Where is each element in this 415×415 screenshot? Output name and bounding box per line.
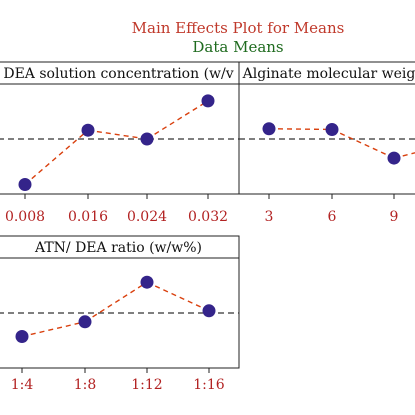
- connector-segment: [87, 129, 148, 140]
- x-tick-label: 0.008: [5, 209, 45, 225]
- panel-title: DEA solution concentration (w/v: [3, 66, 233, 82]
- connector-segment: [21, 321, 86, 338]
- data-point: [202, 304, 216, 318]
- x-tick-label: 0.032: [188, 209, 228, 225]
- data-point: [140, 275, 154, 289]
- x-tick-label: 3: [265, 209, 274, 225]
- data-point: [201, 94, 215, 108]
- x-tick-label: 0.024: [127, 209, 167, 225]
- panel-plot-area: [0, 94, 239, 191]
- data-point: [387, 151, 401, 165]
- connector-segment: [268, 128, 333, 131]
- connector-segment: [393, 152, 415, 159]
- data-point: [262, 122, 276, 136]
- connector-segment: [146, 281, 210, 312]
- data-point: [325, 122, 339, 136]
- panel-plot-area: [239, 122, 415, 165]
- data-point: [78, 315, 92, 329]
- panel-frame: [238, 83, 415, 195]
- x-tick-label: 9: [390, 209, 399, 225]
- data-point: [140, 132, 154, 146]
- panel-3: ATN/ DEA ratio (w/w%) 1:4 1:8 1:12 1:16: [0, 235, 240, 393]
- connector-segment: [146, 100, 209, 140]
- connector-segment: [331, 128, 395, 159]
- data-point: [15, 329, 29, 343]
- x-tick-label: 1:12: [131, 377, 162, 393]
- connector-segment: [84, 281, 148, 323]
- panel-title: ATN/ DEA ratio (w/w%): [34, 240, 202, 256]
- x-tick-label: 6: [328, 209, 337, 225]
- x-tick-label: 1:16: [193, 377, 225, 393]
- panel-title: Alginate molecular weig: [242, 66, 415, 82]
- chart-subtitle: Data Means: [192, 38, 283, 56]
- panel-1: DEA solution concentration (w/v 0.008 0.01…: [0, 61, 240, 225]
- x-tick-label: 1:8: [74, 377, 97, 393]
- x-tick-label: 0.016: [68, 209, 108, 225]
- panel-2: Alginate molecular weig 3 6 9: [238, 61, 415, 225]
- connector-segment: [24, 129, 89, 185]
- data-point: [18, 177, 32, 191]
- panels-group: DEA solution concentration (w/v 0.008 0.01…: [0, 61, 415, 393]
- x-tick-label: 1:4: [11, 377, 34, 393]
- data-point: [81, 123, 95, 137]
- panel-plot-area: [0, 275, 239, 343]
- chart-title: Main Effects Plot for Means: [132, 19, 345, 37]
